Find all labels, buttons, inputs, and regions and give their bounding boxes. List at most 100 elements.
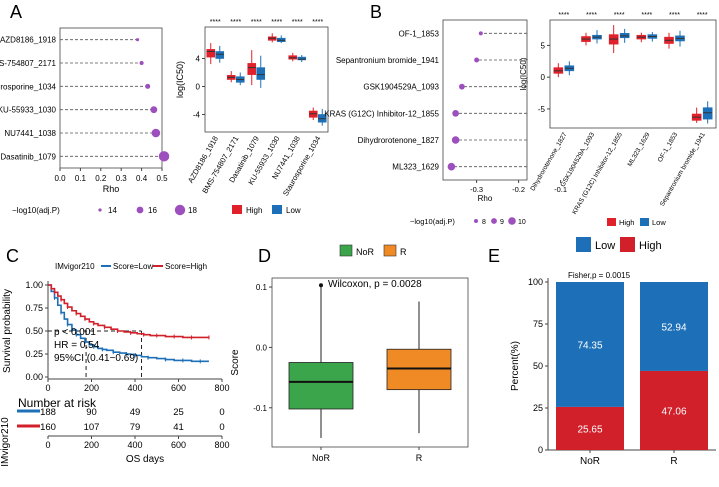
x-tick-label: 0.0 — [54, 174, 66, 183]
category-label: OF-1_1853 — [657, 131, 680, 163]
rho-point — [459, 83, 465, 90]
panel-label-c: C — [6, 246, 19, 266]
size-legend-value: 14 — [108, 206, 117, 215]
stat-annotation: p < 0.001 — [54, 327, 96, 338]
significance-mark: **** — [210, 19, 221, 26]
y-tick-label: 0.00 — [25, 372, 43, 382]
bar-label-low: 52.94 — [661, 322, 686, 333]
size-legend-dot — [508, 217, 516, 225]
legend-label: NoR — [356, 247, 375, 257]
panel-c-survival-plot: IMvigor210 Score=Low Score=High 0.00 0.25 0.5… — [0, 262, 230, 467]
y-tick-label: 25 — [533, 403, 543, 413]
panel-b-box-plot: -505log(IC50)****Dihydrorotenone_1827***… — [519, 12, 717, 227]
y-tick-label: 4 — [196, 55, 201, 64]
risk-count: 79 — [130, 422, 141, 433]
legend-label: R — [400, 247, 407, 257]
y-tick-label: 0.1 — [256, 283, 268, 292]
x-axis-label: OS days — [126, 454, 164, 465]
low-box — [256, 67, 266, 80]
low-box — [297, 56, 307, 61]
y-tick-label: 1.00 — [25, 280, 43, 290]
legend-label-high: High — [246, 206, 262, 215]
category-label: R — [670, 456, 677, 467]
size-legend-value: 18 — [188, 206, 197, 215]
risk-x-tick-label: 0 — [45, 440, 50, 450]
high-box — [206, 49, 216, 58]
rho-point — [452, 109, 459, 117]
risk-x-tick-label: 800 — [214, 440, 229, 450]
drug-label: BMS-754807_2171 — [0, 59, 57, 68]
survival-curve-high — [48, 284, 209, 339]
bar-segment-low — [556, 282, 624, 407]
size-legend-dot — [98, 208, 102, 212]
drug-label: KU-55933_1030 — [0, 106, 57, 115]
panel-a-box-plot: -404log(IC50)****AZD8186_1918****BMS-754… — [175, 19, 329, 215]
panel-d-box-plot: NoR R -0.1 0.0 0.1 Score NoR R Wilcoxon, p = 0.0… — [230, 244, 469, 463]
panel-label-d: D — [258, 246, 271, 266]
drug-label: AZD8186_1918 — [0, 36, 57, 45]
y-tick-label: 0.50 — [25, 326, 43, 336]
drug-label: ML323_1629 — [392, 163, 439, 172]
x-axis-label: Rho — [103, 184, 120, 194]
x-tick-label: 0 — [45, 383, 50, 393]
drug-label: OF-1_1853 — [399, 29, 440, 38]
significance-mark: **** — [230, 19, 241, 26]
risk-x-tick-label: 400 — [127, 440, 142, 450]
rho-point — [135, 38, 140, 42]
low-box — [215, 51, 225, 59]
size-legend-title: −log10(adj.P) — [410, 217, 455, 226]
rho-plot-frame — [59, 27, 163, 169]
category-label: ML323_1629 — [627, 131, 652, 168]
panel-a-rho-plot: AZD8186_1918 BMS-754807_2171 Staurosporine… — [0, 27, 197, 216]
x-tick-label: 0.5 — [156, 174, 168, 183]
x-tick-label: 0.1 — [75, 174, 87, 183]
panel-label-e: E — [488, 246, 500, 266]
bar-label-low: 74.35 — [577, 340, 602, 351]
panel-label-b: B — [370, 2, 382, 22]
y-tick-label: 0 — [541, 73, 546, 82]
high-box — [247, 63, 257, 75]
category-label: NoR — [580, 456, 600, 467]
risk-count: 160 — [40, 422, 56, 433]
drug-label: Dasatinib_1079 — [0, 152, 56, 161]
bar-label-high: 25.65 — [577, 424, 602, 435]
legend-swatch — [383, 244, 397, 257]
significance-mark: **** — [292, 19, 303, 26]
legend-swatch-high — [232, 205, 242, 214]
significance-mark: **** — [641, 12, 652, 19]
legend-label-low: Low — [652, 218, 666, 227]
box-plot-frame — [204, 26, 329, 133]
x-axis-label: Rho — [478, 194, 493, 203]
significance-mark: **** — [312, 19, 323, 26]
significance-mark: **** — [271, 19, 282, 26]
y-tick-label: -0.1 — [253, 404, 267, 413]
legend-swatch — [576, 237, 591, 252]
risk-count: 107 — [84, 422, 100, 433]
y-axis-label: log(IC50) — [175, 61, 185, 98]
bar-label-high: 47.06 — [661, 406, 686, 417]
risk-count: 188 — [40, 407, 56, 418]
legend-swatch-high — [607, 218, 616, 226]
size-legend-dot — [491, 218, 497, 224]
drug-label: Staurosporine_1034 — [0, 82, 57, 91]
rho-point — [150, 106, 158, 114]
legend-label: Score=High — [165, 262, 207, 271]
y-axis-label: Percent(%) — [510, 341, 521, 391]
x-tick-label: -0.1 — [554, 185, 567, 194]
category-label: Staurosporine_1034 — [281, 135, 323, 198]
rho-point — [447, 162, 456, 171]
drug-label: NU7441_1038 — [4, 129, 56, 138]
legend-label: High — [639, 240, 662, 252]
y-tick-label: 75 — [533, 319, 543, 329]
panel-b-rho-plot: OF-1_1853 Sepantronium bromide_1941 GSK190… — [324, 19, 567, 226]
y-tick-label: -5 — [538, 105, 546, 114]
significance-mark: **** — [697, 12, 708, 19]
y-tick-label: 5 — [541, 41, 546, 50]
size-legend-dot — [136, 206, 144, 214]
y-tick-label: 0.75 — [25, 303, 43, 313]
significance-mark: **** — [586, 12, 597, 19]
rho-point — [158, 151, 170, 162]
legend-swatch-low — [640, 218, 649, 226]
bar-segment-high — [556, 406, 624, 450]
